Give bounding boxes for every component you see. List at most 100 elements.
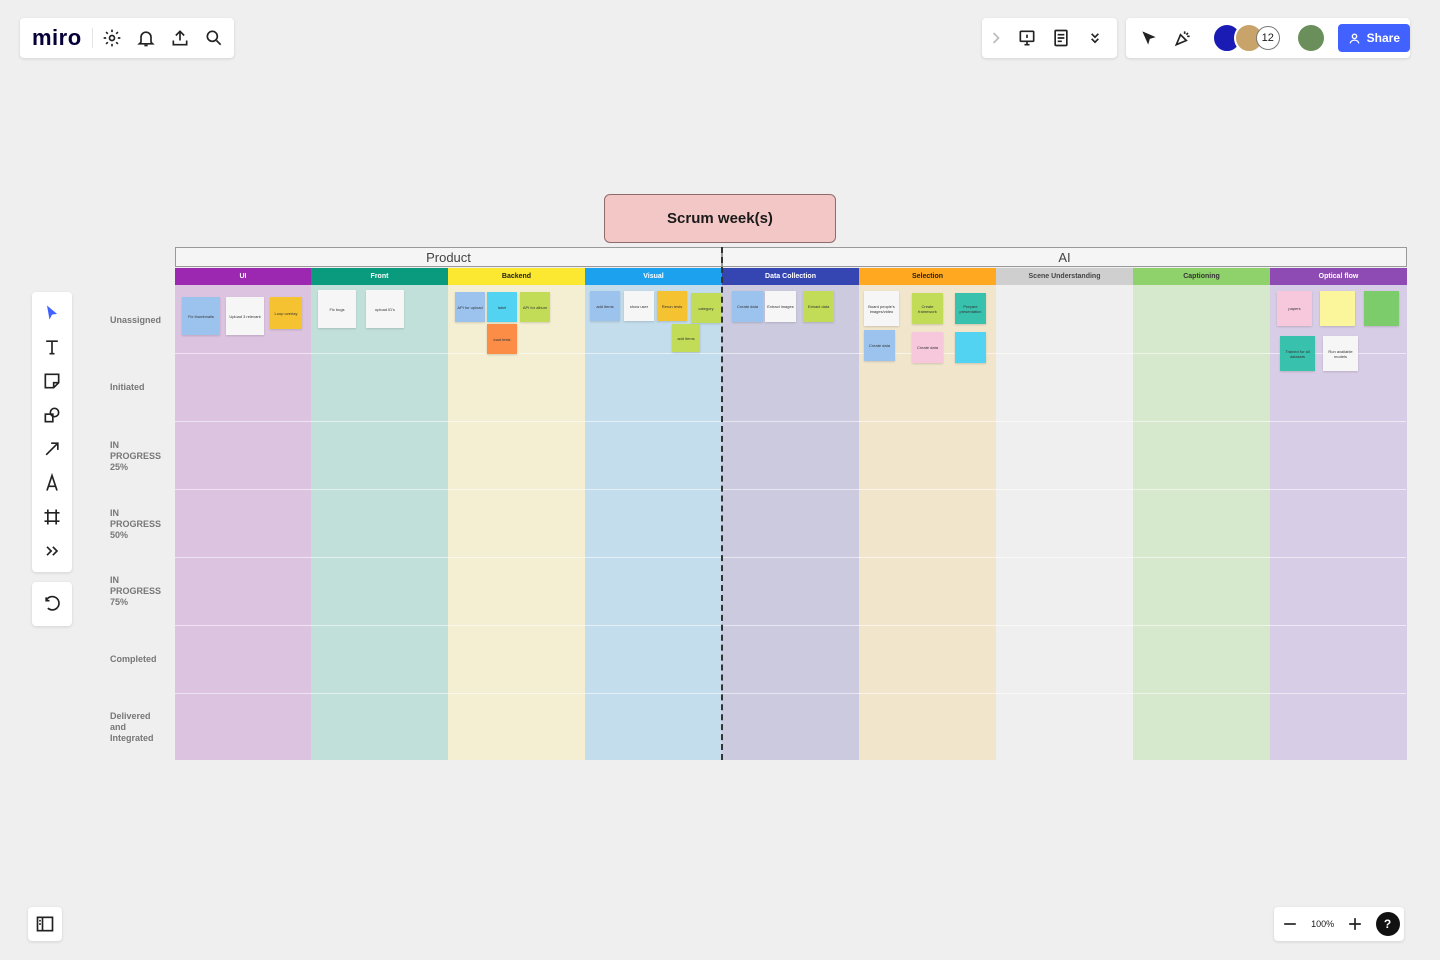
sticky-note[interactable]: add items bbox=[590, 291, 620, 321]
sticky-note[interactable] bbox=[1320, 291, 1355, 326]
sticky-note[interactable]: Extract data bbox=[803, 291, 834, 322]
undo-icon[interactable] bbox=[35, 587, 69, 621]
sticky-note[interactable] bbox=[955, 332, 986, 363]
board-title[interactable]: Scrum week(s) bbox=[604, 194, 836, 243]
column-body[interactable] bbox=[448, 285, 585, 760]
column-header[interactable]: Selection bbox=[859, 268, 996, 285]
column-body[interactable] bbox=[722, 285, 859, 760]
column-header[interactable]: Scene Understanding bbox=[996, 268, 1133, 285]
pen-tool-icon[interactable] bbox=[32, 466, 72, 500]
sticky-note[interactable]: API for album bbox=[520, 292, 550, 322]
sticky-note[interactable]: Upload 3 relevant bbox=[226, 297, 264, 335]
sidebar-icon bbox=[36, 916, 54, 932]
sticky-note-icon[interactable] bbox=[32, 364, 72, 398]
zoom-controls: 100% ? bbox=[1274, 907, 1404, 941]
sticky-note[interactable]: Fix thumbnails bbox=[182, 297, 220, 335]
sticky-note[interactable]: Extract images bbox=[765, 291, 796, 322]
settings-icon[interactable] bbox=[95, 21, 129, 55]
sticky-note[interactable]: add items bbox=[672, 324, 700, 352]
top-left-toolbar: miro bbox=[20, 18, 234, 58]
zoom-out-icon[interactable] bbox=[1278, 907, 1302, 941]
sticky-note[interactable]: API for upload bbox=[455, 292, 485, 322]
row-label-delivered: Delivered and Integrated bbox=[110, 711, 154, 743]
collaborator-avatars[interactable]: 12 bbox=[1211, 23, 1280, 53]
sticky-note[interactable]: Loop overlay bbox=[270, 297, 302, 329]
group-header-product[interactable]: Product bbox=[175, 247, 722, 267]
frames-panel-toggle[interactable] bbox=[28, 907, 62, 941]
row-label-unassigned: Unassigned bbox=[110, 315, 162, 325]
sticky-note[interactable]: Create data bbox=[864, 330, 895, 361]
sticky-note[interactable]: show user bbox=[624, 291, 654, 321]
row-divider bbox=[175, 625, 1406, 626]
row-label-completed: Completed bbox=[110, 654, 157, 664]
sticky-note[interactable]: upload ID's bbox=[366, 290, 404, 328]
chevron-right-icon[interactable] bbox=[982, 21, 1010, 55]
text-tool-icon[interactable] bbox=[32, 330, 72, 364]
row-divider bbox=[175, 489, 1406, 490]
row-divider bbox=[175, 421, 1406, 422]
sticky-note[interactable]: Prepare presentation bbox=[955, 293, 986, 324]
arrow-tool-icon[interactable] bbox=[32, 432, 72, 466]
column-header[interactable]: Backend bbox=[448, 268, 585, 285]
presentation-icon[interactable] bbox=[1010, 21, 1044, 55]
column-body[interactable] bbox=[585, 285, 722, 760]
column-header[interactable]: Optical flow bbox=[1270, 268, 1407, 285]
more-tools-icon[interactable] bbox=[32, 534, 72, 568]
user-icon bbox=[1349, 32, 1360, 44]
column-body[interactable] bbox=[859, 285, 996, 760]
miro-logo[interactable]: miro bbox=[32, 25, 82, 50]
creation-toolbar bbox=[32, 292, 72, 572]
share-label: Share bbox=[1366, 31, 1401, 45]
row-label-in-progress-50: IN PROGRESS 50% bbox=[110, 508, 162, 540]
sticky-note[interactable]: papers bbox=[1277, 291, 1312, 326]
column-header[interactable]: UI bbox=[175, 268, 311, 285]
group-divider bbox=[721, 247, 723, 760]
search-icon[interactable] bbox=[197, 21, 231, 55]
row-divider bbox=[175, 693, 1406, 694]
shapes-icon[interactable] bbox=[32, 398, 72, 432]
row-label-in-progress-25: IN PROGRESS 25% bbox=[110, 440, 162, 472]
select-cursor-icon[interactable] bbox=[32, 296, 72, 330]
sticky-note[interactable] bbox=[1364, 291, 1399, 326]
sticky-note[interactable]: category bbox=[691, 293, 721, 323]
column-header[interactable]: Data Collection bbox=[722, 268, 859, 285]
sticky-note[interactable]: Create data bbox=[912, 332, 943, 363]
sticky-note[interactable]: Run available models bbox=[1323, 336, 1358, 371]
column-body[interactable] bbox=[311, 285, 448, 760]
sticky-note[interactable]: Trained for all datasets bbox=[1280, 336, 1315, 371]
zoom-in-icon[interactable] bbox=[1343, 907, 1367, 941]
avatar-overflow-count[interactable]: 12 bbox=[1255, 26, 1280, 50]
bell-icon[interactable] bbox=[129, 21, 163, 55]
cursor-follow-icon[interactable] bbox=[1132, 21, 1166, 55]
sticky-note[interactable]: Rerun tests bbox=[657, 291, 687, 321]
column-header[interactable]: Front bbox=[311, 268, 448, 285]
row-label-initiated: Initiated bbox=[110, 382, 145, 392]
share-toolbar: 12 Share bbox=[1126, 18, 1411, 58]
sticky-note[interactable]: label bbox=[487, 292, 517, 322]
column-body[interactable] bbox=[175, 285, 311, 760]
upload-icon[interactable] bbox=[163, 21, 197, 55]
column-body[interactable] bbox=[1133, 285, 1270, 760]
row-label-in-progress-75: IN PROGRESS 75% bbox=[110, 575, 162, 607]
chevron-double-down-icon[interactable] bbox=[1078, 21, 1112, 55]
share-button[interactable]: Share bbox=[1337, 24, 1411, 52]
frame-tool-icon[interactable] bbox=[32, 500, 72, 534]
column-body[interactable] bbox=[996, 285, 1133, 760]
zoom-level[interactable]: 100% bbox=[1311, 919, 1335, 929]
notes-icon[interactable] bbox=[1044, 21, 1078, 55]
sticky-note[interactable]: Create framework bbox=[912, 293, 943, 324]
sticky-note[interactable]: Fix bugs bbox=[318, 290, 356, 328]
group-header-ai[interactable]: AI bbox=[722, 247, 1407, 267]
current-user-avatar[interactable] bbox=[1295, 23, 1326, 53]
celebrate-icon[interactable] bbox=[1166, 21, 1200, 55]
help-button[interactable]: ? bbox=[1375, 912, 1400, 936]
sticky-note[interactable]: Board people's images/video bbox=[864, 291, 899, 326]
sticky-note[interactable]: Create data bbox=[732, 291, 763, 322]
undo-panel bbox=[32, 582, 72, 626]
collaboration-toolbar bbox=[982, 18, 1117, 58]
column-header[interactable]: Visual bbox=[585, 268, 722, 285]
sticky-note[interactable]: load tests bbox=[487, 324, 517, 354]
column-header[interactable]: Captioning bbox=[1133, 268, 1270, 285]
row-divider bbox=[175, 353, 1406, 354]
